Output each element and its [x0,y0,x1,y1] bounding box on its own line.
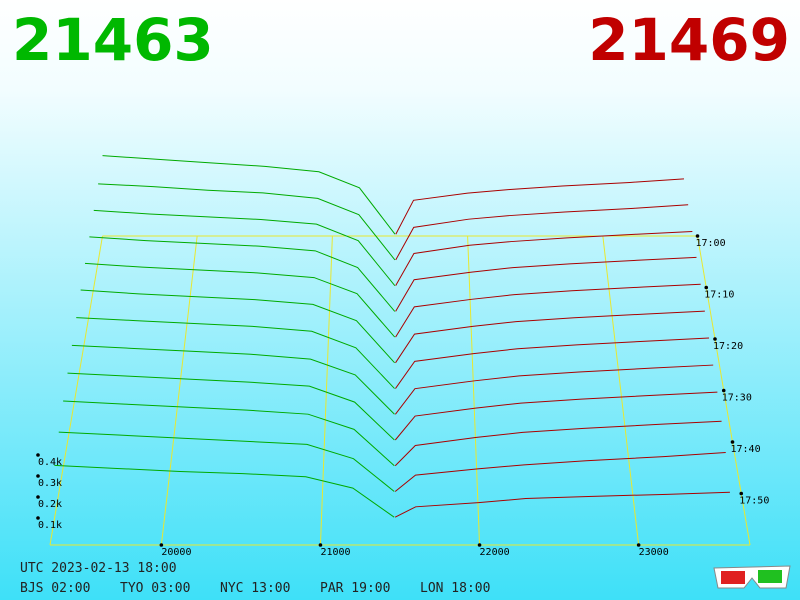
x-tick-label: 23000 [639,547,669,558]
zone-time: PAR 19:00 [320,581,390,596]
grid-line [467,235,481,546]
left-edge [49,235,103,546]
ask-line [394,391,718,441]
z-tick-label: 17:20 [713,341,743,352]
zone-time: LON 18:00 [420,581,490,596]
x-tick-label: 20000 [161,547,191,558]
bid-line [54,464,395,518]
zone-time: TYO 03:00 [120,581,190,596]
ask-line [395,204,689,261]
zone-time: NYC 13:00 [220,581,290,596]
grid-line [602,235,640,546]
bid-line [76,317,395,389]
zone-time: BJS 02:00 [20,581,90,596]
bid-line [71,344,395,415]
x-tick-label: 22000 [480,547,510,558]
z-tick [695,234,700,238]
x-tick [318,543,323,547]
z-tick [739,491,744,496]
bid-price: 21463 [12,6,214,74]
ask-line [394,491,730,518]
bid-line [89,236,396,312]
y-tick-label: 0.3k [38,478,62,489]
ask-line [395,256,697,312]
bid-line [80,289,395,364]
y-tick-label: 0.1k [38,520,62,531]
grid-line [160,235,198,546]
bid-line [63,400,395,467]
bid-line [58,431,395,492]
z-tick-label: 17:40 [731,444,761,455]
z-tick-label: 17:00 [696,238,726,249]
y-tick [36,495,40,499]
x-tick [477,543,482,547]
z-tick-label: 17:10 [704,290,734,301]
bid-line [102,155,396,235]
ask-line [395,310,705,364]
x-tick [159,543,164,547]
z-tick [730,440,735,444]
grid-line [319,235,333,546]
ask-line [394,420,722,467]
bid-line [93,209,396,286]
bid-line [67,372,395,441]
y-tick [36,453,40,457]
plot: 20000 21000 22000 23000 0.1k 0.2k 0.3k 0.4k 17:0… [36,155,769,558]
ask-line [395,337,710,389]
glasses-icon[interactable] [713,565,791,589]
utc-time: UTC 2023-02-13 18:00 [20,561,177,576]
ask-price: 21469 [588,6,790,74]
ask-line [394,364,714,415]
z-tick [713,337,717,341]
left-lens [721,571,745,584]
ask-line [395,283,701,338]
x-tick-label: 21000 [320,547,350,558]
bid-line [84,262,396,338]
y-tick [36,516,40,520]
ask-line [395,178,685,235]
z-tick-label: 17:50 [739,496,769,507]
z-tick [721,388,726,393]
y-tick-label: 0.4k [38,457,62,468]
y-tick [36,474,40,478]
x-tick [636,543,641,547]
ask-line [395,230,693,286]
z-tick-label: 17:30 [722,393,752,404]
y-tick-label: 0.2k [38,499,62,510]
ask-line [394,452,726,492]
right-lens [758,570,782,583]
z-tick [704,285,709,290]
bid-line [98,183,396,261]
